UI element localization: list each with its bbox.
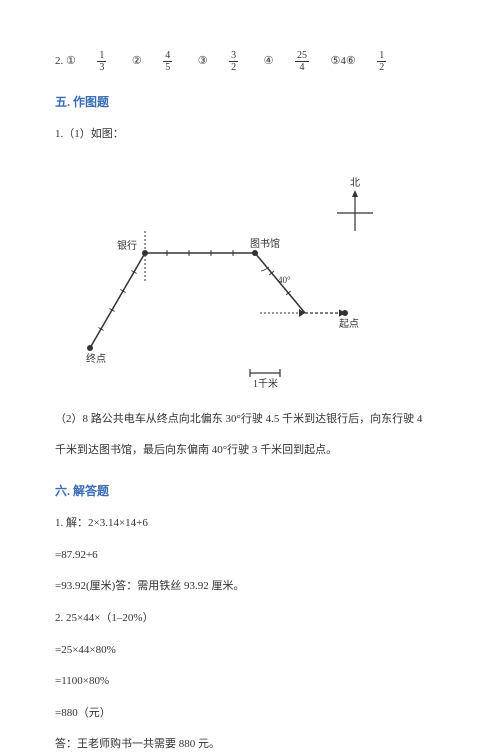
svg-text:终点: 终点 [86,352,106,365]
svg-text:图书馆: 图书馆 [250,237,280,250]
route-svg: 40° 北 1千米 银行 图书馆起点终点 [55,158,395,393]
circled-3: ③ [198,55,208,67]
q2-prefix: 2. ① [55,55,76,67]
svg-text:1千米: 1千米 [253,377,278,390]
fraction-5: 12 [377,50,386,73]
circled-56: ⑤4⑥ [331,55,356,67]
sol-line: 2. 25×44×（1–20%） [55,610,445,628]
fraction-3: 32 [229,50,238,73]
svg-text:起点: 起点 [339,318,359,330]
sol-line: =87.92+6 [55,547,445,565]
circled-4: ④ [264,55,274,67]
sol-line: =25×44×80% [55,642,445,660]
item-2-line-2: 千米到达图书馆，最后向东偏南 40°行驶 3 千米回到起点。 [55,442,445,460]
item-2-line-1: （2）8 路公共电车从终点向北偏东 30°行驶 4.5 千米到达银行后，向东行驶… [55,411,445,429]
fraction-4: 254 [295,50,309,73]
svg-text:银行: 银行 [117,239,137,252]
section-6-title: 六. 解答题 [55,482,445,501]
sol-line: =880（元） [55,705,445,723]
section-5-title: 五. 作图题 [55,93,445,112]
sol-line: =1100×80% [55,673,445,691]
item-1-label: 1.（1）如图： [55,126,445,144]
solution-lines: 1. 解：2×3.14×14+6 =87.92+6 =93.92(厘米)答：需用… [55,515,445,754]
question-2-line: 2. ① 13 ② 45 ③ 32 ④ 254 ⑤4⑥ 12 [55,50,445,73]
circled-2: ② [132,55,142,67]
sol-line: 答：王老师购书一共需要 880 元。 [55,736,445,754]
fraction-1: 13 [97,50,106,73]
svg-text:北: 北 [350,177,360,189]
route-diagram: 40° 北 1千米 银行 图书馆起点终点 [55,158,445,393]
sol-line: 1. 解：2×3.14×14+6 [55,515,445,533]
fraction-2: 45 [163,50,172,73]
svg-text:40°: 40° [278,275,291,285]
sol-line: =93.92(厘米)答：需用铁丝 93.92 厘米。 [55,578,445,596]
